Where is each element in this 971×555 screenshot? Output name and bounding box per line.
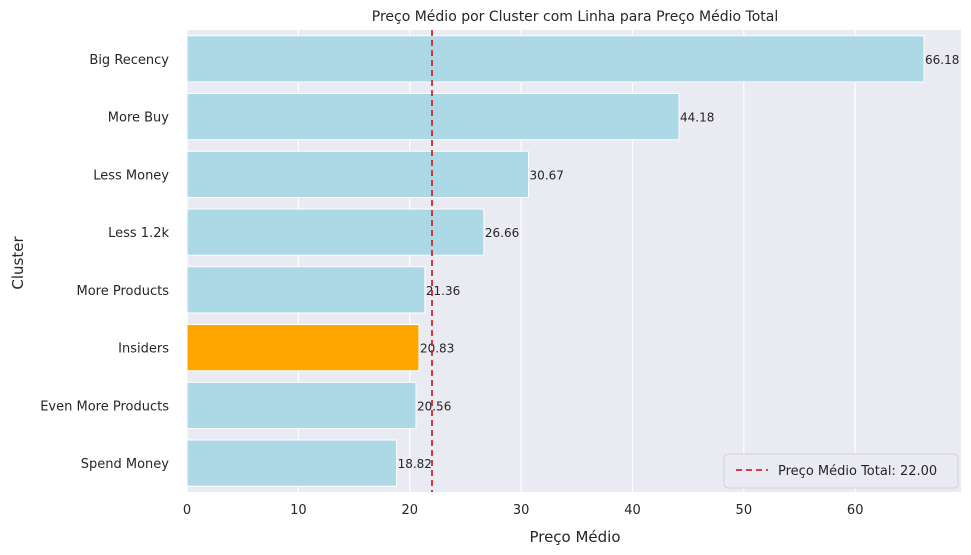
bar-value-label: 30.67: [530, 168, 564, 182]
data-labels: 66.18 44.18 30.67 26.66 21.36 20.83 20.56 18.82: [398, 53, 960, 471]
x-tick-label: 10: [290, 503, 307, 518]
y-tick-label: Less Money: [93, 168, 169, 183]
x-tick-label: 50: [736, 503, 753, 518]
y-tick-label: Even More Products: [40, 399, 169, 414]
chart-title: Preço Médio por Cluster com Linha para P…: [372, 9, 778, 25]
bar-value-label: 18.82: [398, 457, 432, 471]
legend: Preço Médio Total: 22.00: [723, 453, 959, 489]
bar-less-1-2k: [186, 208, 485, 256]
y-tick-label: Spend Money: [81, 457, 170, 472]
bar-spend-money: [186, 439, 398, 487]
bar-even-more-products: [186, 381, 417, 429]
bar-big-recency: [186, 35, 925, 83]
x-tick-label: 30: [513, 503, 530, 518]
bar-more-buy: [186, 93, 680, 141]
bar-less-money: [186, 150, 530, 198]
y-tick-label: Less 1.2k: [108, 226, 169, 241]
x-tick-label: 20: [401, 503, 418, 518]
bar-value-label: 21.36: [426, 284, 460, 298]
y-tick-label: More Products: [77, 284, 170, 299]
y-tick-label: More Buy: [108, 111, 170, 126]
x-tick-label: 60: [847, 503, 864, 518]
y-tick-label: Insiders: [118, 342, 169, 357]
y-tick-label: Big Recency: [89, 53, 169, 68]
x-axis-label: Preço Médio: [529, 528, 620, 546]
legend-label: Preço Médio Total: 22.00: [778, 464, 937, 479]
bar-insiders: [186, 324, 420, 372]
y-axis-label: Cluster: [9, 236, 27, 290]
bar-value-label: 20.83: [420, 342, 454, 356]
bar-more-products: [186, 266, 426, 314]
bar-value-label: 44.18: [680, 111, 714, 125]
bar-value-label: 66.18: [925, 53, 959, 67]
legend-box: [723, 453, 959, 489]
bar-value-label: 26.66: [485, 226, 519, 240]
x-tick-label: 40: [624, 503, 641, 518]
bar-value-label: 20.56: [417, 399, 451, 413]
x-tick-label: 0: [183, 503, 191, 518]
y-axis-ticks: Big Recency More Buy Less Money Less 1.2k Mo…: [40, 53, 169, 472]
x-axis-ticks: 0 10 20 30 40 50 60: [183, 503, 864, 518]
bars: [186, 35, 925, 487]
